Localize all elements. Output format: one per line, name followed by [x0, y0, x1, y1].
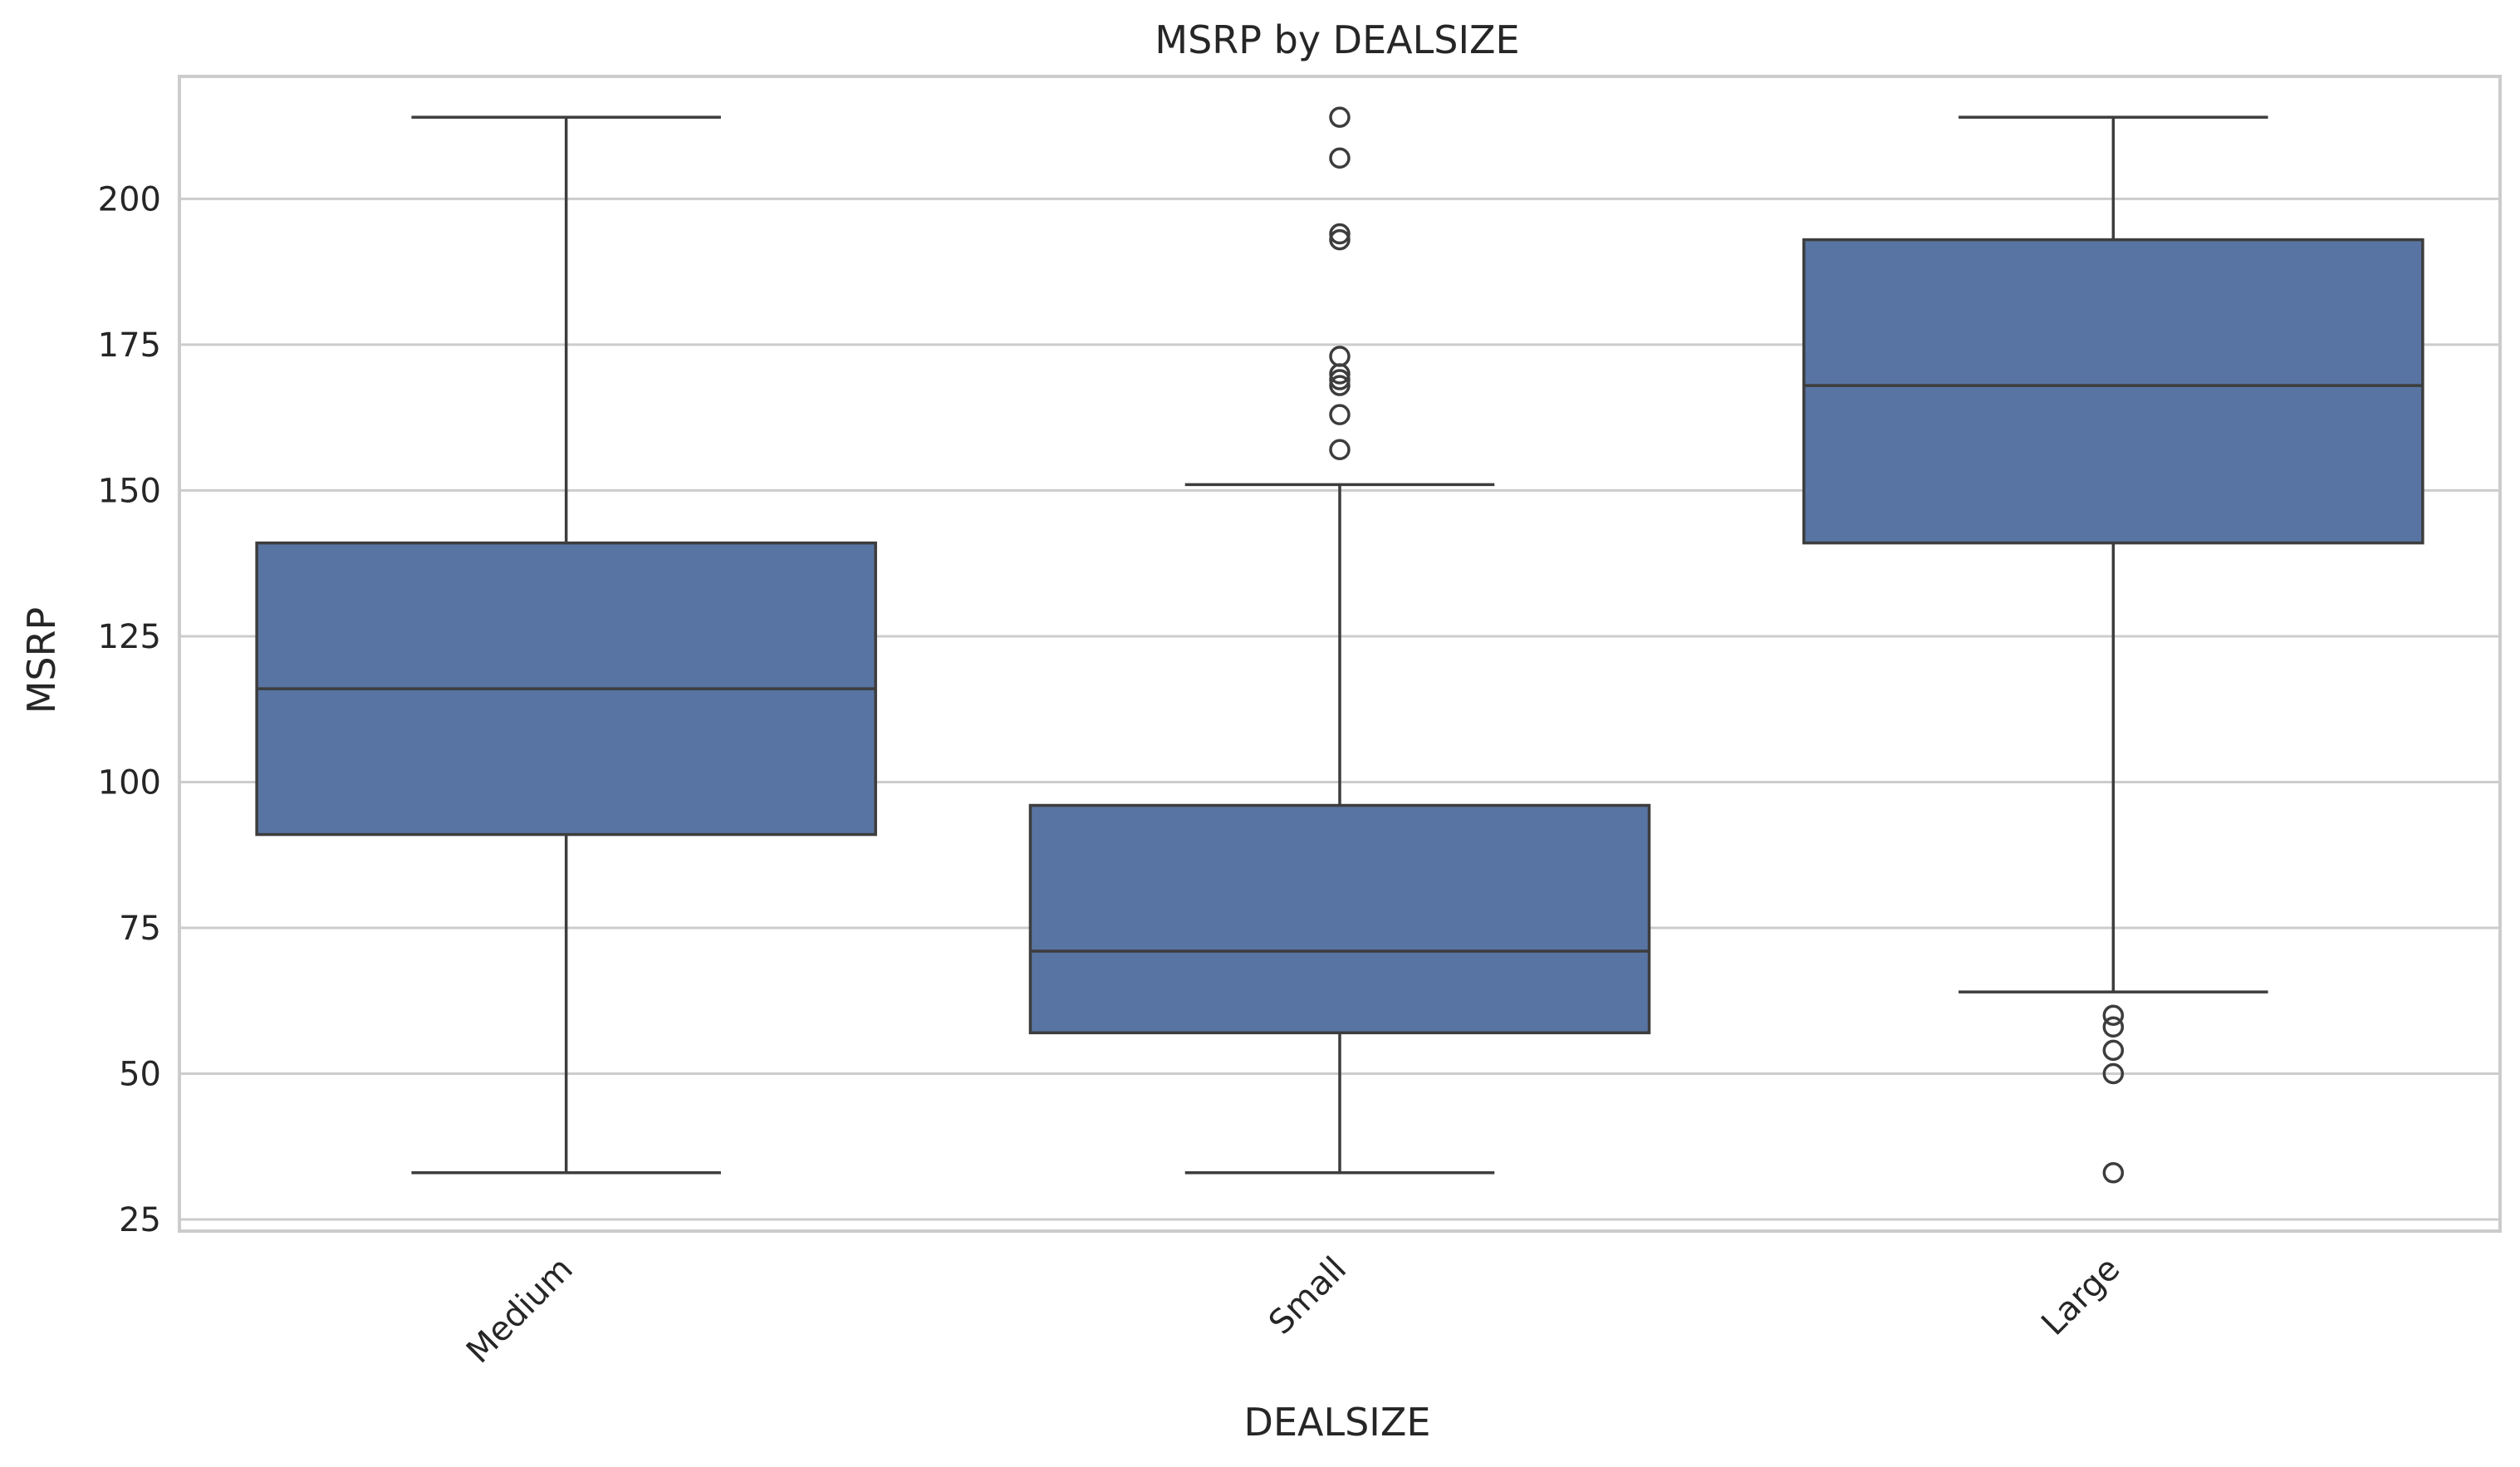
outlier-point [1329, 106, 1351, 128]
box-group-medium [255, 115, 877, 1175]
outlier-point [1329, 369, 1351, 390]
y-tick-label-200: 200 [98, 180, 161, 218]
outlier-point [1329, 346, 1351, 367]
outlier-point [1329, 147, 1351, 169]
outlier-point [1329, 223, 1351, 245]
outlier-point [1329, 404, 1351, 425]
iqr-box [1802, 238, 2424, 545]
outlier-point [2102, 1004, 2125, 1027]
outlier-point [2102, 1062, 2125, 1085]
outlier-point [2102, 1039, 2125, 1062]
y-tick-label-25: 25 [119, 1201, 161, 1239]
outlier-point [1329, 439, 1351, 461]
y-tick-label-50: 50 [119, 1055, 161, 1093]
y-tick-label-75: 75 [119, 910, 161, 948]
y-axis-label: MSRP [19, 607, 64, 714]
plot-frame [178, 75, 2502, 1233]
outlier-point [2102, 1162, 2125, 1184]
y-tick-labels: 25 50 75 100 125 150 175 200 [98, 180, 161, 1239]
y-tick-label-100: 100 [98, 763, 161, 802]
box-group-small [1028, 106, 1651, 1175]
chart-title: MSRP by DEALSIZE [1155, 17, 1519, 62]
box-group-large [1802, 115, 2424, 1184]
box-series [255, 106, 2424, 1184]
x-axis-label: DEALSIZE [1244, 1400, 1431, 1445]
outlier-point [1329, 228, 1351, 251]
y-tick-label-150: 150 [98, 472, 161, 510]
outlier-point [2102, 1016, 2125, 1038]
y-tick-label-175: 175 [98, 326, 161, 365]
outlier-point [1329, 375, 1351, 396]
y-tick-label-125: 125 [98, 618, 161, 656]
iqr-box [1028, 803, 1651, 1035]
